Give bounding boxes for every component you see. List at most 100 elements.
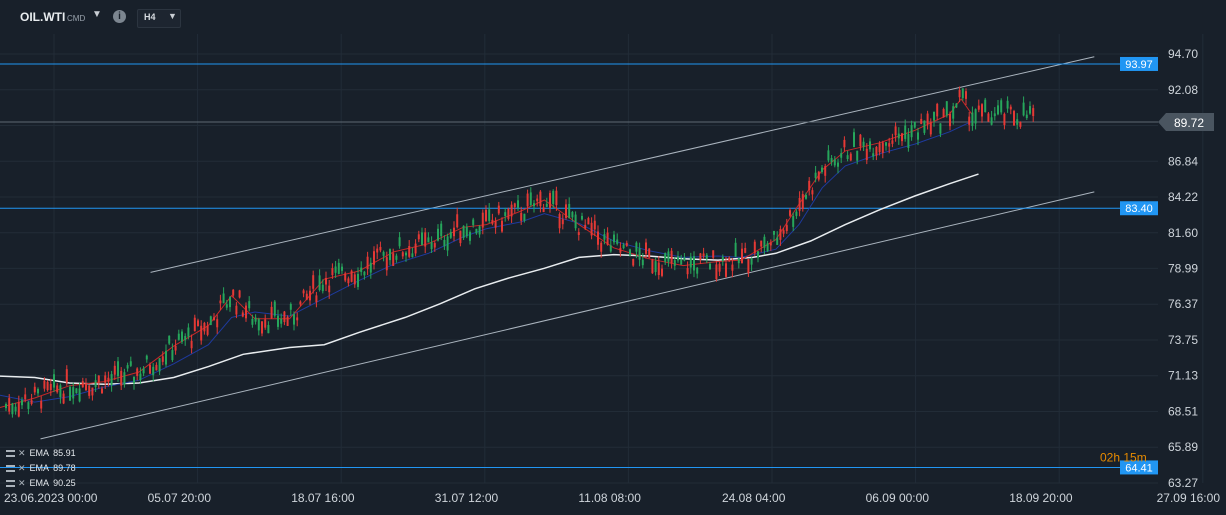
indicator-row[interactable]: ✕ EMA 90.25 [6, 478, 76, 489]
timeframe-select[interactable]: H4 ▼ [137, 9, 181, 28]
candle-body [533, 203, 535, 207]
candle-body [462, 225, 465, 238]
candle-body [136, 368, 139, 376]
settings-icon[interactable] [6, 465, 15, 473]
close-icon[interactable]: ✕ [18, 478, 26, 488]
candle-body [523, 213, 526, 221]
candle-body [155, 364, 158, 371]
candle-body [609, 245, 612, 252]
candle-body [449, 231, 452, 238]
candle-body [27, 402, 30, 409]
candle-body [184, 335, 187, 341]
y-tick-label: 73.75 [1168, 333, 1198, 347]
candle-body [251, 318, 254, 325]
candle-body [981, 104, 983, 117]
candle-body [638, 248, 641, 260]
candle-body [504, 212, 507, 216]
candle-body [181, 331, 183, 342]
settings-icon[interactable] [6, 450, 15, 458]
close-icon[interactable]: ✕ [18, 463, 26, 473]
candle-body [840, 153, 843, 158]
candle-body [225, 304, 228, 308]
candle-body [613, 234, 615, 243]
candle-body [805, 194, 807, 199]
candle-body [552, 190, 555, 204]
candle-body [97, 375, 100, 383]
candle-body [379, 246, 382, 251]
candle-body [139, 373, 142, 381]
candle-body [417, 234, 420, 240]
level-price-label: 64.41 [1125, 462, 1153, 474]
trend-channel-line [150, 56, 1095, 273]
candle-body [753, 241, 756, 254]
candle-body [344, 273, 347, 281]
candle-body [689, 256, 692, 268]
candle-body [280, 318, 283, 324]
chevron-down-icon[interactable]: ▼ [92, 9, 102, 20]
y-tick-label: 84.22 [1168, 190, 1198, 204]
info-icon[interactable]: i [113, 10, 126, 23]
candle-body [862, 141, 865, 147]
candle-body [85, 383, 87, 391]
candle-body [238, 290, 241, 298]
chevron-down-icon: ▼ [168, 11, 177, 21]
candle-body [177, 333, 180, 340]
candle-body [536, 198, 539, 202]
candle-body [168, 335, 171, 344]
candle-body [401, 252, 404, 257]
candle-body [693, 256, 695, 271]
candle-body [1006, 100, 1009, 109]
symbol-name[interactable]: OIL.WTI [20, 10, 66, 24]
candle-body [565, 204, 567, 218]
level-price-label: 93.97 [1125, 59, 1153, 71]
settings-icon[interactable] [6, 480, 15, 488]
candle-body [360, 267, 363, 273]
candle-body [632, 258, 635, 266]
indicator-row[interactable]: ✕ EMA 89.78 [6, 463, 76, 474]
candle-body [475, 228, 478, 234]
candle-body [923, 120, 926, 133]
candle-body [856, 150, 859, 161]
candle-body [165, 350, 167, 365]
indicator-row[interactable]: ✕ EMA 85.91 [6, 448, 76, 459]
candle-body [261, 321, 263, 334]
y-tick-label: 65.89 [1168, 440, 1198, 454]
candle-body [325, 277, 327, 285]
candle-body [670, 250, 673, 263]
candle-body [846, 155, 849, 159]
candle-body [677, 256, 679, 261]
candle-body [59, 385, 62, 398]
candle-body [549, 193, 551, 208]
candle-body [993, 113, 996, 117]
candle-body [312, 275, 315, 289]
candle-body [561, 219, 564, 225]
candle-body [149, 364, 151, 374]
candle-body [91, 387, 94, 396]
candle-body [1019, 121, 1022, 127]
candle-body [785, 225, 788, 232]
candle-body [872, 153, 875, 157]
close-icon[interactable]: ✕ [18, 448, 26, 458]
candle-body [363, 271, 366, 276]
candle-body [497, 205, 500, 214]
indicator-value: 90.25 [53, 478, 76, 488]
candle-body [587, 218, 590, 225]
candle-body [958, 90, 961, 98]
candle-body [936, 103, 939, 117]
candle-body [725, 263, 727, 277]
candle-body [120, 370, 123, 386]
candle-body [5, 404, 7, 409]
candle-body [705, 254, 708, 260]
candle-body [65, 369, 68, 383]
candle-body [827, 150, 830, 161]
candle-body [158, 358, 161, 372]
candle-body [321, 284, 324, 292]
candle-body [229, 297, 231, 308]
candle-body [392, 253, 395, 267]
candle-body [117, 361, 119, 377]
candle-body [21, 400, 23, 406]
candle-body [232, 289, 235, 296]
candle-body [747, 259, 750, 274]
candle-body [427, 237, 430, 243]
